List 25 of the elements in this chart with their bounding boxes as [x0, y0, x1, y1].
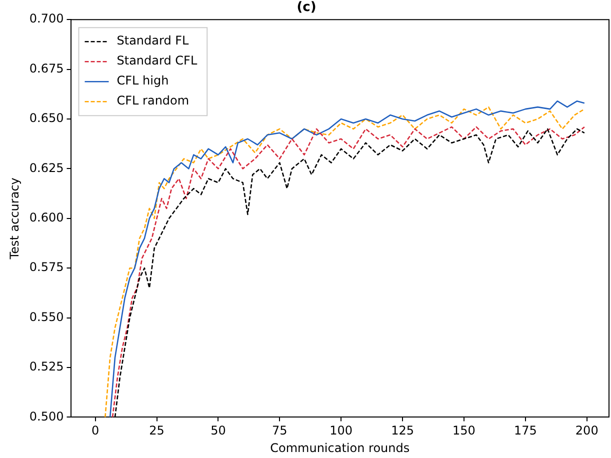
x-tick-label: 75 — [272, 424, 288, 438]
x-tick-label: 100 — [330, 424, 353, 438]
legend-label: CFL random — [116, 94, 190, 108]
y-tick-label: 0.625 — [29, 160, 64, 175]
x-axis-title: Communication rounds — [270, 440, 410, 455]
y-tick-label: 0.600 — [29, 210, 64, 225]
legend-label: Standard CFL — [116, 54, 198, 68]
x-tick-label: 150 — [452, 424, 476, 438]
y-tick-label: 0.650 — [29, 111, 64, 126]
x-tick-label: 175 — [514, 424, 537, 438]
x-tick-label: 50 — [210, 424, 226, 438]
y-tick-label: 0.700 — [29, 12, 64, 26]
y-tick-label: 0.525 — [29, 360, 64, 374]
y-tick-label: 0.575 — [29, 260, 64, 274]
chart-title: (c) — [296, 0, 316, 16]
x-tick-label: 125 — [391, 424, 414, 438]
x-tick-label: 0 — [92, 424, 100, 438]
y-tick-label: 0.500 — [29, 409, 64, 424]
x-tick-label: 200 — [575, 424, 598, 438]
legend-label: Standard FL — [116, 34, 190, 48]
legend-label: CFL high — [116, 74, 169, 88]
y-tick-label: 0.550 — [29, 310, 64, 324]
y-tick-label: 0.675 — [29, 61, 64, 76]
y-axis-title: Test accuracy — [7, 178, 22, 260]
x-tick-label: 25 — [149, 424, 164, 438]
